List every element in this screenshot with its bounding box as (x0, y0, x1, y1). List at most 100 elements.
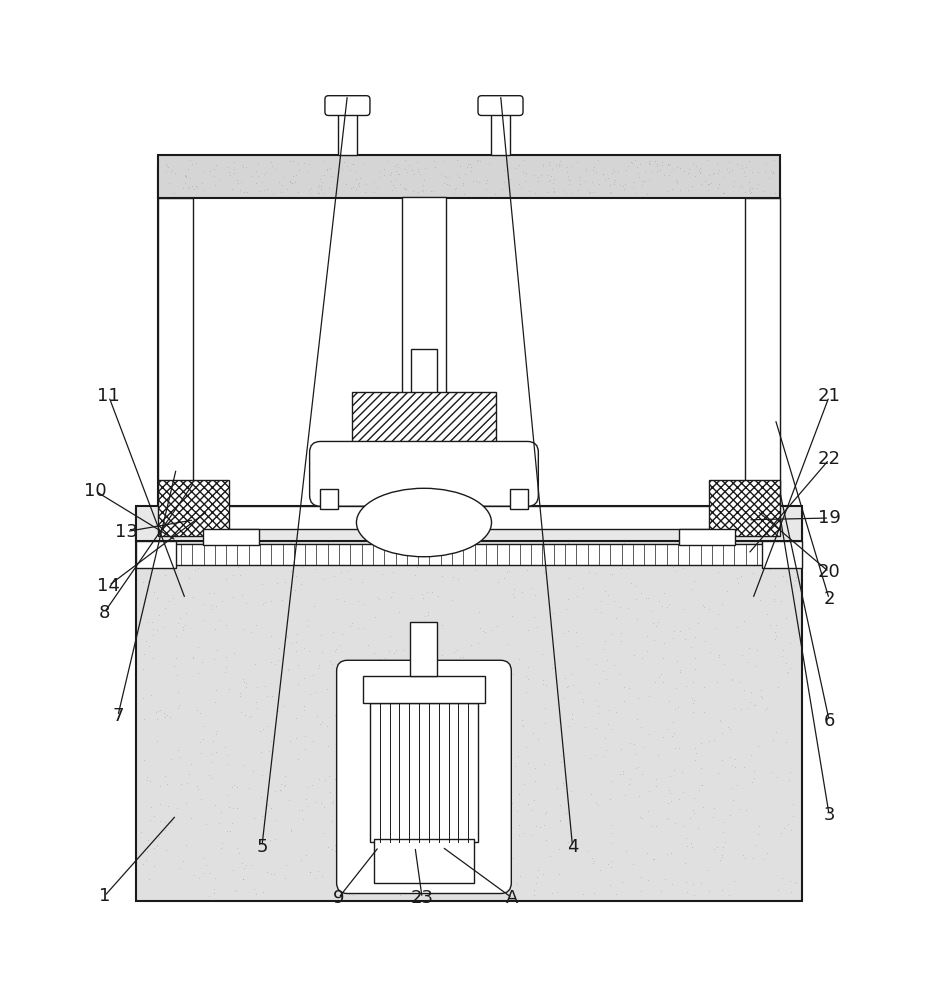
Point (537, 715, 552, 731)
Point (565, 706, 580, 722)
Point (187, 562, 202, 578)
Point (393, 516, 408, 532)
Point (699, 539, 714, 555)
Point (271, 652, 286, 668)
Point (742, 183, 757, 199)
Point (605, 514, 620, 530)
Point (386, 842, 401, 858)
Point (429, 874, 444, 890)
Point (181, 180, 196, 196)
Point (592, 675, 607, 691)
Point (766, 152, 781, 168)
Point (446, 569, 461, 585)
Point (779, 573, 794, 589)
Point (391, 532, 406, 548)
Point (605, 773, 620, 789)
Point (622, 680, 637, 696)
Point (526, 887, 541, 903)
Point (175, 555, 190, 571)
Point (666, 623, 681, 639)
Point (403, 660, 418, 676)
Point (656, 729, 671, 745)
Point (503, 737, 518, 753)
Point (731, 575, 746, 591)
Point (158, 709, 173, 725)
Point (432, 879, 447, 895)
Point (687, 805, 702, 821)
Point (479, 777, 494, 793)
Point (633, 869, 648, 885)
Point (356, 596, 371, 612)
Point (645, 851, 660, 867)
Point (308, 794, 323, 810)
Point (209, 726, 224, 742)
Bar (411, 622, 437, 676)
Point (320, 162, 335, 178)
Point (506, 666, 521, 682)
Point (729, 156, 744, 172)
Point (473, 620, 488, 636)
Point (234, 704, 249, 720)
Point (447, 181, 462, 197)
Point (187, 181, 202, 197)
Point (427, 153, 442, 169)
Point (301, 182, 316, 198)
Point (327, 843, 342, 859)
Point (730, 777, 745, 793)
Point (557, 777, 572, 793)
Point (640, 628, 655, 644)
Point (188, 523, 203, 539)
Point (351, 787, 366, 803)
Point (477, 624, 492, 640)
Point (302, 864, 317, 880)
Text: 13: 13 (115, 523, 138, 541)
Point (411, 163, 426, 179)
Point (774, 870, 789, 886)
Point (686, 802, 701, 818)
Point (386, 770, 401, 786)
Point (759, 845, 774, 861)
Point (690, 556, 705, 572)
Point (178, 175, 193, 191)
Point (384, 787, 399, 803)
Point (403, 634, 418, 650)
Point (392, 836, 407, 852)
Point (181, 766, 196, 782)
Point (369, 833, 384, 849)
Point (416, 693, 431, 709)
Point (734, 701, 749, 717)
Point (255, 721, 270, 737)
Point (377, 668, 392, 684)
Point (678, 874, 693, 890)
Point (559, 552, 574, 568)
Point (328, 776, 343, 792)
Point (466, 519, 481, 535)
Point (712, 176, 727, 192)
Point (518, 739, 533, 755)
Point (296, 702, 311, 718)
Point (450, 818, 465, 834)
Point (547, 171, 562, 187)
Point (302, 185, 317, 201)
Point (593, 862, 608, 878)
Point (523, 580, 538, 596)
Point (741, 174, 756, 190)
Point (632, 506, 647, 522)
Point (139, 852, 154, 868)
Point (626, 554, 641, 570)
Point (445, 592, 460, 608)
Point (706, 732, 721, 748)
Point (536, 676, 551, 692)
Text: 1: 1 (98, 887, 110, 905)
Bar (159, 198, 192, 514)
Point (650, 158, 665, 174)
Point (162, 709, 177, 725)
Point (410, 154, 425, 170)
Point (312, 171, 327, 187)
Point (598, 730, 613, 746)
Point (788, 572, 803, 588)
Point (641, 590, 656, 606)
Point (391, 166, 406, 182)
Point (143, 812, 158, 828)
Point (644, 163, 659, 179)
